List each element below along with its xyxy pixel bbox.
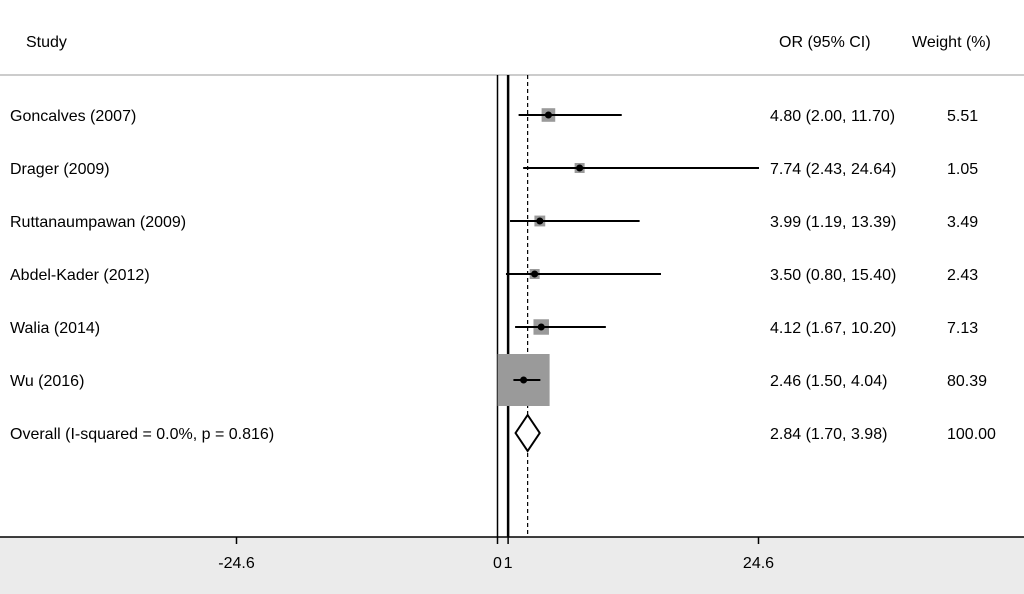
point-estimate: [544, 111, 552, 119]
weight-value: 2.43: [947, 267, 978, 284]
or-ci-value: 7.74 (2.43, 24.64): [770, 161, 896, 178]
point-estimate: [520, 376, 528, 384]
or-ci-value: 3.99 (1.19, 13.39): [770, 214, 896, 231]
weight-value: 7.13: [947, 320, 978, 337]
point-estimate: [536, 217, 544, 225]
weight-value: 1.05: [947, 161, 978, 178]
study-label: Goncalves (2007): [10, 108, 136, 125]
or-ci-value: 3.50 (0.80, 15.40): [770, 267, 896, 284]
x-tick-label: 24.6: [743, 555, 774, 572]
point-estimate: [576, 164, 584, 172]
point-estimate: [537, 323, 545, 331]
x-tick-label: 1: [504, 555, 513, 572]
header-weight: Weight (%): [912, 34, 991, 51]
overall-label: Overall (I-squared = 0.0%, p = 0.816): [10, 426, 274, 443]
or-ci-value: 4.80 (2.00, 11.70): [770, 108, 895, 125]
overall-diamond: [514, 413, 541, 453]
study-label: Abdel-Kader (2012): [10, 267, 150, 284]
study-label: Walia (2014): [10, 320, 100, 337]
weight-value: 3.49: [947, 214, 978, 231]
header-study: Study: [26, 34, 67, 51]
study-label: Ruttanaumpawan (2009): [10, 214, 186, 231]
x-tick-label: -24.6: [218, 555, 255, 572]
or-ci-value: 4.12 (1.67, 10.20): [770, 320, 896, 337]
point-estimate: [531, 270, 539, 278]
overall-weight-value: 100.00: [947, 426, 996, 443]
x-tick-label: 0: [493, 555, 502, 572]
axis-band: [0, 537, 1024, 594]
or-ci-value: 2.46 (1.50, 4.04): [770, 373, 887, 390]
study-label: Wu (2016): [10, 373, 84, 390]
overall-or-ci-value: 2.84 (1.70, 3.98): [770, 426, 887, 443]
header-or-ci: OR (95% CI): [779, 34, 871, 51]
weight-value: 5.51: [947, 108, 978, 125]
weight-value: 80.39: [947, 373, 987, 390]
study-label: Drager (2009): [10, 161, 110, 178]
